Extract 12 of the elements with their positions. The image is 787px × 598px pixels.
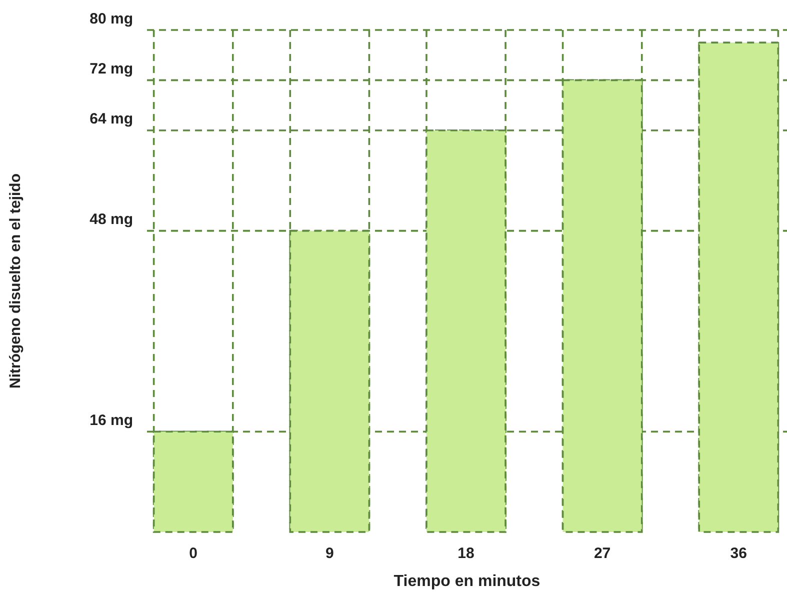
y-tick-label: 72 mg bbox=[90, 60, 133, 78]
y-tick-label: 64 mg bbox=[90, 110, 133, 128]
x-tick-label: 0 bbox=[189, 545, 198, 562]
y-tick-label: 80 mg bbox=[90, 10, 133, 28]
y-tick-label: 16 mg bbox=[90, 412, 133, 429]
x-tick-label: 9 bbox=[326, 545, 334, 562]
x-tick-label: 27 bbox=[594, 545, 611, 562]
x-tick-label: 18 bbox=[458, 545, 474, 562]
x-axis-title: Tiempo en minutos bbox=[394, 573, 540, 590]
x-tick-label: 36 bbox=[730, 545, 747, 562]
y-axis-title: Nitrógeno disuelto en el tejido bbox=[7, 173, 24, 389]
y-tick-label: 48 mg bbox=[90, 211, 133, 228]
